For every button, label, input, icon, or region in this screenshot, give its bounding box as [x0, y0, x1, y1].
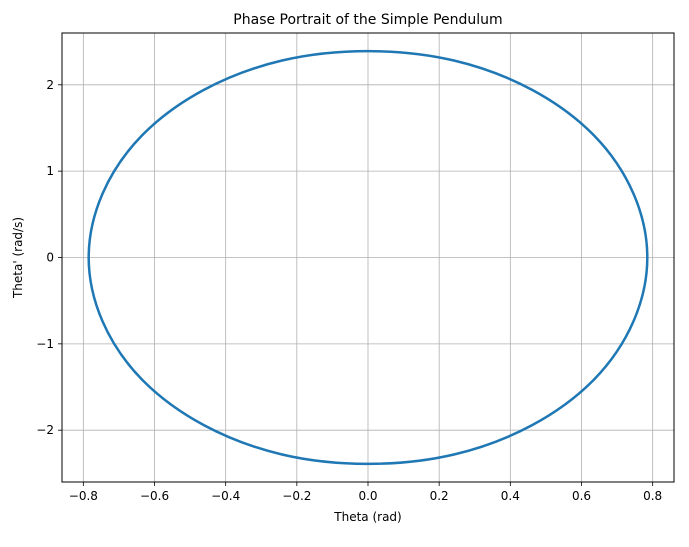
- x-tick-label: 0.2: [430, 489, 449, 503]
- y-tick-label: −2: [36, 423, 54, 437]
- chart-title: Phase Portrait of the Simple Pendulum: [233, 12, 502, 28]
- x-ticks: −0.8 −0.6 −0.4 −0.2 0.0 0.2 0.4 0.6 0.8: [69, 482, 662, 503]
- x-axis-label: Theta (rad): [333, 510, 401, 524]
- y-tick-label: 0: [46, 251, 54, 265]
- x-tick-label: −0.6: [140, 489, 169, 503]
- grid: [62, 33, 674, 482]
- x-tick-label: −0.8: [69, 489, 98, 503]
- y-ticks: −2 −1 0 1 2: [36, 78, 62, 437]
- x-tick-label: 0.0: [358, 489, 377, 503]
- phase-trajectory-line: [87, 49, 649, 466]
- series-layer: [87, 49, 649, 466]
- x-tick-label: 0.8: [643, 489, 662, 503]
- y-tick-label: −1: [36, 337, 54, 351]
- x-tick-label: 0.6: [572, 489, 591, 503]
- y-tick-label: 1: [46, 164, 54, 178]
- x-tick-label: −0.2: [282, 489, 311, 503]
- x-tick-label: 0.4: [501, 489, 520, 503]
- x-tick-label: −0.4: [211, 489, 240, 503]
- y-axis-label: Theta' (rad/s): [11, 217, 25, 299]
- y-tick-label: 2: [46, 78, 54, 92]
